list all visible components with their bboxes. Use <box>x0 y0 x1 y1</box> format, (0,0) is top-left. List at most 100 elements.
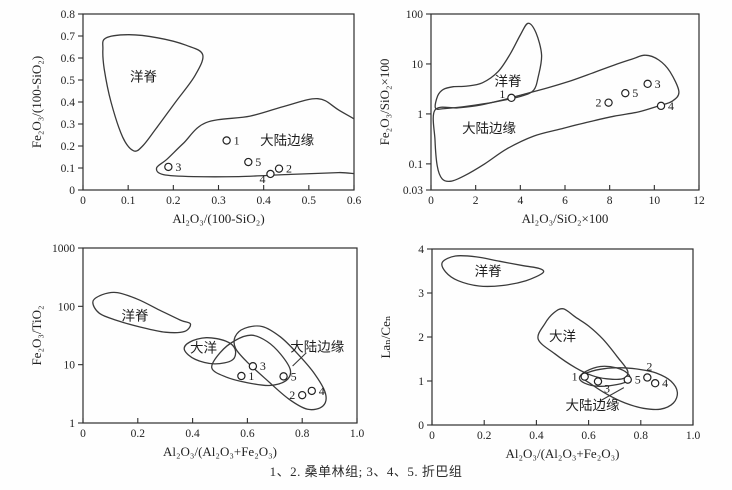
y-axis-label: Fe₂O₃/SiO₂×100 <box>377 59 392 146</box>
data-point-4 <box>266 169 275 179</box>
region-ocean-basin <box>537 308 629 381</box>
data-point-label-5: 5 <box>291 369 297 383</box>
leader-line <box>600 387 625 401</box>
data-point-label-3: 3 <box>260 359 266 373</box>
data-point-2 <box>274 164 284 173</box>
regions <box>92 291 327 411</box>
y-tick-label: 0.1 <box>61 163 76 175</box>
x-tick-label: 12 <box>693 195 705 207</box>
regions <box>441 255 679 411</box>
data-point-label-3: 3 <box>175 160 181 174</box>
y-axis-label: Fe₂O₃/(100-SiO₂) <box>29 56 44 148</box>
x-tick-label: 0.8 <box>634 430 649 442</box>
data-point-label-4: 4 <box>259 172 265 186</box>
y-tick-label: 0.2 <box>61 141 76 153</box>
y-tick-label: 0.6 <box>61 53 76 65</box>
y-tick-label: 0.8 <box>61 9 76 21</box>
panel-bottom-right: 0 0.2 0.4 0.6 0.8 1.0 0 1 2 3 4 Al₂O₃/(Al₂O₃+Fe₂O₃)… <box>378 244 701 461</box>
x-axis-label: Al₂O₃/(Al₂O₃+Fe₂O₃) <box>506 446 620 461</box>
data-point-label-3: 3 <box>604 381 610 395</box>
data-point-2 <box>643 373 652 382</box>
region-label-ocean-basin: 大洋 <box>549 329 576 344</box>
y-tick-label: 0.3 <box>61 119 76 131</box>
y-axis-label: Laₙ/Ceₙ <box>378 315 393 358</box>
region-continental-margin <box>233 325 327 411</box>
data-point-2 <box>298 390 307 400</box>
region-label-ocean-basin: 大洋 <box>190 341 217 356</box>
x-tick-label: 0.1 <box>121 195 136 207</box>
x-tick-label: 0 <box>429 430 435 442</box>
data-point-label-1: 1 <box>499 87 505 101</box>
region-ocean-ridge <box>441 255 545 288</box>
x-tick-label: 0.6 <box>240 428 255 440</box>
y-tick-label: 1 <box>417 109 423 121</box>
data-point-label-5: 5 <box>255 155 261 169</box>
region-label-ocean-ridge: 洋脊 <box>495 74 523 89</box>
data-point-label-1: 1 <box>572 370 578 384</box>
y-tick-label: 0.5 <box>61 75 76 87</box>
data-point-4 <box>656 101 666 111</box>
y-tick-label: 1 <box>418 376 424 388</box>
data-point-1 <box>222 136 231 145</box>
data-point-1 <box>580 372 589 381</box>
x-tick-label: 4 <box>517 195 523 207</box>
x-tick-label: 1.0 <box>686 430 701 442</box>
region-continental-margin <box>155 98 354 178</box>
x-tick-label: 0.2 <box>166 195 181 207</box>
y-tick-label: 3 <box>418 288 424 300</box>
region-label-continental-margin: 大陆边缘 <box>462 121 516 136</box>
region-ocean-ridge <box>92 291 192 334</box>
x-axis-label: Al₂O₃/(Al₂O₃+Fe₂O₃) <box>163 444 277 459</box>
x-tick-label: 0.6 <box>347 195 362 207</box>
panel-top-right: 0 2 4 6 8 10 120.030.1110100Al₂O₃/SiO₂×100Fe₂O… <box>377 9 705 226</box>
plot-border <box>430 13 700 191</box>
data-point-label-1: 1 <box>248 369 254 383</box>
y-tick-label: 4 <box>418 244 424 256</box>
data-point-label-4: 4 <box>662 376 668 390</box>
region-ocean-ridge <box>102 34 204 152</box>
y-tick-label: 10 <box>412 59 424 71</box>
x-tick-label: 8 <box>607 195 613 207</box>
plot-border <box>82 247 358 424</box>
y-tick-label: 2 <box>418 332 424 344</box>
data-point-3 <box>164 162 173 172</box>
x-axis-label: Al₂O₃/SiO₂×100 <box>522 211 609 226</box>
y-axis-label: Fe₂O₃/TiO₂ <box>29 305 44 365</box>
data-point-3 <box>643 79 652 89</box>
data-point-4 <box>650 378 660 388</box>
data-point-1 <box>237 371 246 381</box>
data-point-3 <box>248 362 258 371</box>
y-tick-label: 1000 <box>52 243 75 255</box>
regions <box>432 22 680 183</box>
y-tick-label: 10 <box>64 360 76 372</box>
y-tick-label: 0.1 <box>409 159 424 171</box>
x-tick-label: 0 <box>80 428 86 440</box>
x-tick-label: 1.0 <box>350 428 365 440</box>
data-point-label-5: 5 <box>635 373 641 387</box>
data-point-label-2: 2 <box>596 96 602 110</box>
data-point-5 <box>279 372 288 381</box>
region-continental-margin <box>432 54 680 183</box>
data-point-label-5: 5 <box>632 86 638 100</box>
x-tick-label: 0.2 <box>477 430 492 442</box>
x-tick-label: 0.5 <box>302 195 317 207</box>
region-label-ocean-ridge: 洋脊 <box>122 308 149 323</box>
y-tick-label: 100 <box>58 301 76 313</box>
y-tick-label: 0.4 <box>61 97 76 109</box>
region-label-ocean-ridge: 洋脊 <box>475 264 503 279</box>
x-tick-label: 0 <box>80 195 86 207</box>
region-label-ocean-ridge: 洋脊 <box>130 70 157 85</box>
y-tick-label: 0.7 <box>61 31 76 43</box>
x-tick-label: 10 <box>649 195 661 207</box>
x-tick-label: 0.4 <box>529 430 544 442</box>
region-label-continental-margin: 大陆边缘 <box>566 398 620 413</box>
data-point-label-2: 2 <box>286 162 292 176</box>
x-tick-label: 0.2 <box>131 428 146 440</box>
region-ocean-basin <box>183 337 237 365</box>
data-point-label-2: 2 <box>646 359 652 373</box>
panel-top-left: 0 0.1 0.2 0.3 0.4 0.5 0.6 0 0.1 0.2 0.3 0.4 0.5 0.6 0.… <box>29 9 362 226</box>
x-tick-label: 0.3 <box>211 195 226 207</box>
region-ocean-ridge <box>434 22 543 110</box>
plot-border <box>82 13 355 191</box>
